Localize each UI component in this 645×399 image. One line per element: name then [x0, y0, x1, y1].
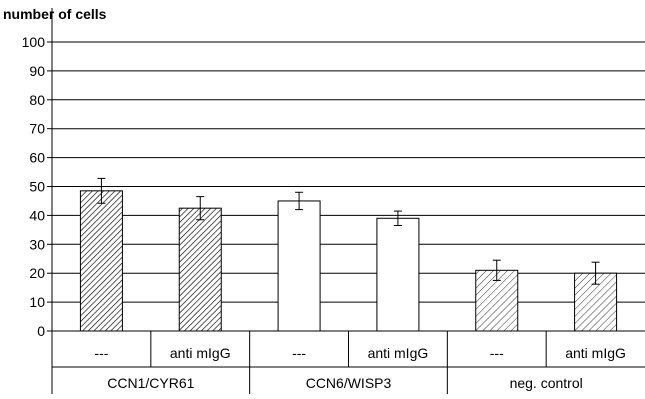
group-label: neg. control	[510, 375, 583, 391]
y-tick-label: 30	[29, 236, 45, 252]
y-tick-label: 50	[29, 179, 45, 195]
group-label: CCN6/WISP3	[306, 375, 392, 391]
bar	[79, 190, 123, 332]
x-tick-label: anti mIgG	[170, 345, 231, 361]
y-tick-label: 20	[29, 265, 45, 281]
group-label: CCN1/CYR61	[107, 375, 194, 391]
y-tick-label: 0	[37, 323, 45, 339]
y-tick-label: 10	[29, 294, 45, 310]
x-tick-label: anti mIgG	[368, 345, 429, 361]
bar	[277, 200, 321, 332]
bar	[178, 207, 222, 332]
y-tick-label: 80	[29, 92, 45, 108]
x-tick-label: ---	[94, 345, 108, 361]
y-tick-label: 40	[29, 207, 45, 223]
y-tick-label: 90	[29, 63, 45, 79]
bar	[376, 217, 420, 332]
x-tick-label: ---	[292, 345, 306, 361]
y-tick-label: 60	[29, 150, 45, 166]
y-tick-label: 70	[29, 121, 45, 137]
x-tick-label: ---	[490, 345, 504, 361]
y-tick-label: 100	[22, 34, 46, 50]
y-axis-label: number of cells	[3, 6, 107, 22]
x-tick-label: anti mIgG	[565, 345, 626, 361]
